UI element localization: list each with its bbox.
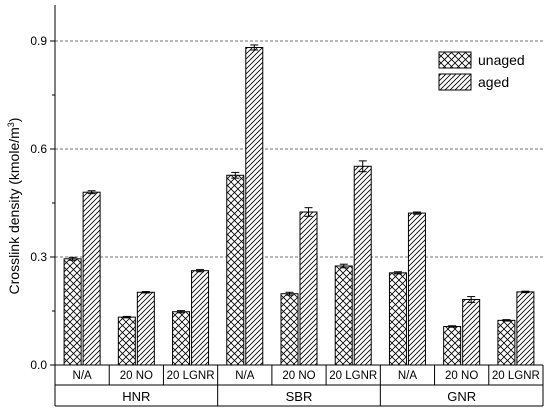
category-label-0: N/A [73,370,93,382]
y-tick-label-0: 0.0 [30,358,47,372]
category-label-6: N/A [398,370,418,382]
bar-aged-4 [299,211,318,366]
bar-unaged-0 [63,258,82,366]
bar-unaged-5 [334,265,353,366]
bar-unaged-4 [280,293,299,366]
bar-unaged-3 [226,174,245,366]
y-axis-label: Crosslink density (kmole/m3) [6,118,22,295]
category-label-1: 20 NO [120,370,153,382]
group-label-0: HNR [122,389,150,404]
category-label-2: 20 LGNR [167,370,215,382]
axes [50,5,544,407]
legend-swatch-aged [438,73,472,91]
bar-aged-5 [353,165,372,366]
bar-aged-7 [462,298,481,366]
y-tick-label-2: 0.6 [30,142,47,156]
bar-unaged-1 [117,316,136,366]
bar-aged-8 [516,291,535,366]
bar-unaged-7 [443,325,462,366]
legend-label-unaged: unaged [478,52,525,68]
legend: unaged aged [438,51,525,91]
y-tick-label-3: 0.9 [30,34,47,48]
bar-aged-6 [407,212,426,366]
bar-unaged-2 [172,311,191,366]
axis-labels: 0.0 0.3 0.6 0.9 N/A 20 NO 20 LGNR HNR N/A 20 NO 20… [30,34,540,404]
bar-aged-0 [82,191,101,366]
bar-aged-1 [136,291,155,366]
bar-unaged-8 [497,319,516,366]
gridlines [55,40,543,258]
category-label-8: 20 LGNR [492,370,540,382]
legend-label-aged: aged [478,74,509,90]
category-label-7: 20 NO [445,370,478,382]
bar-aged-3 [245,46,264,366]
bars [63,44,535,366]
group-label-2: GNR [447,389,476,404]
bar-aged-2 [191,270,210,366]
category-label-4: 20 NO [282,370,315,382]
legend-swatch-unaged [438,51,472,69]
category-label-3: N/A [235,370,255,382]
category-label-5: 20 LGNR [329,370,377,382]
bar-unaged-6 [388,272,407,366]
y-tick-label-1: 0.3 [30,250,47,264]
group-label-1: SBR [286,389,313,404]
